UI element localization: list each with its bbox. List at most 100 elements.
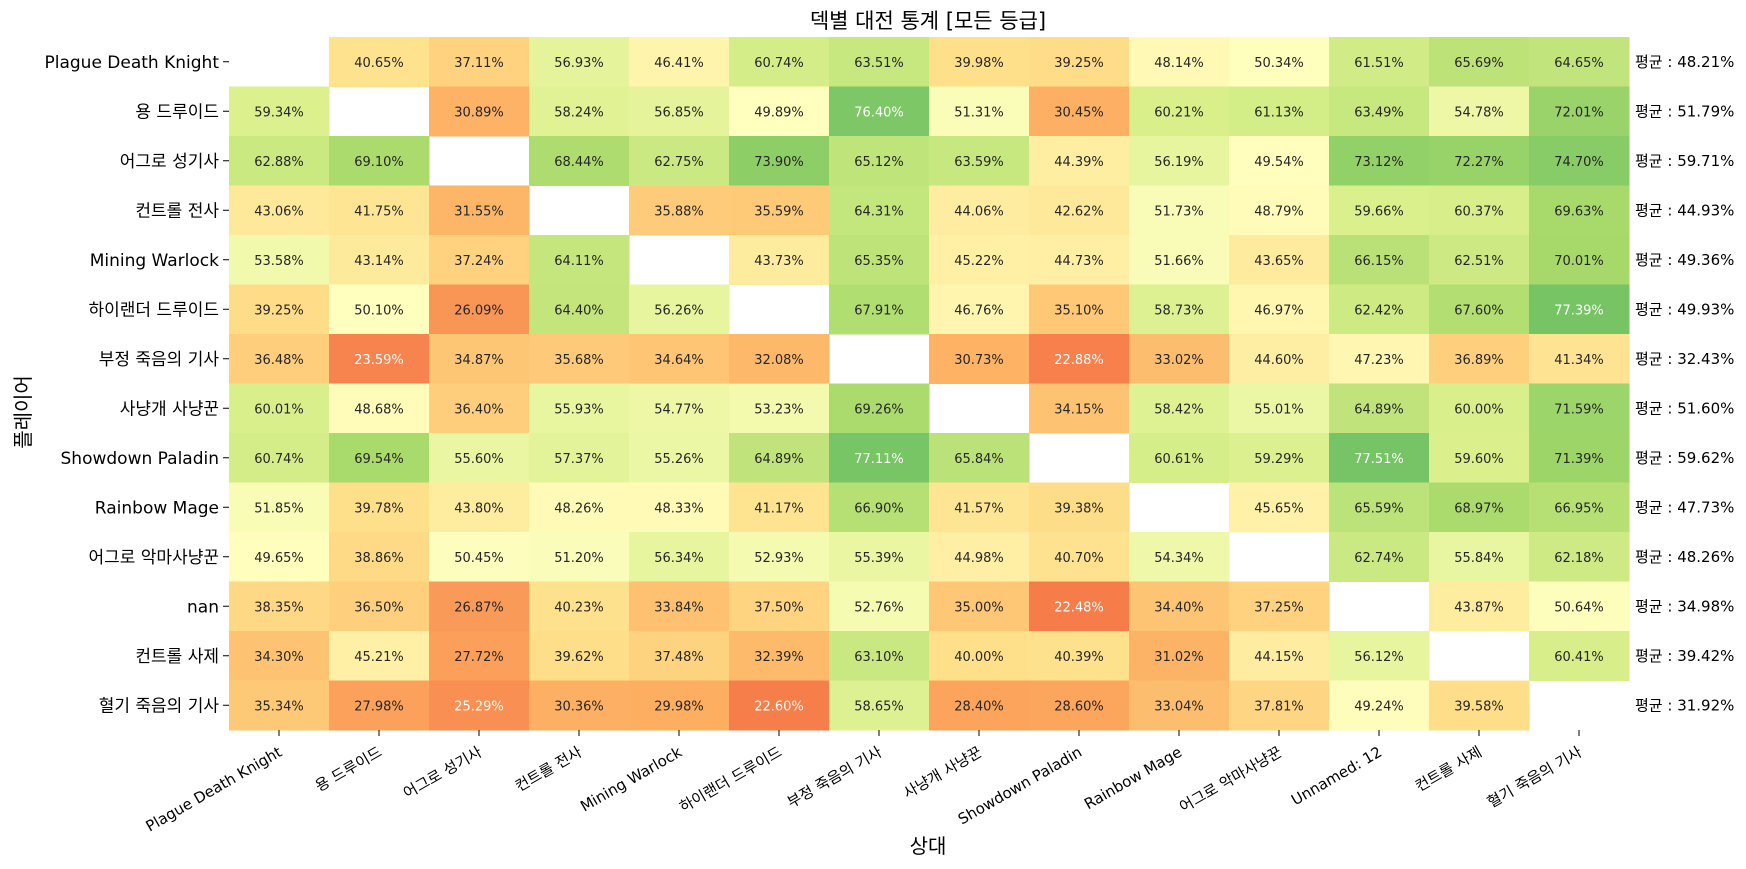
heatmap-cell [829, 185, 930, 236]
cell-value-label: 22.60% [754, 699, 804, 714]
heatmap-cell [1229, 136, 1330, 186]
heatmap-cell [1229, 581, 1330, 632]
heatmap-cell [1329, 86, 1430, 137]
heatmap-cell [1529, 433, 1630, 483]
heatmap-cell [829, 86, 930, 137]
heatmap-cell [629, 680, 730, 731]
cell-value-label: 43.80% [454, 501, 504, 516]
cell-value-label: 37.25% [1254, 600, 1304, 615]
cell-value-label: 74.70% [1554, 155, 1604, 170]
chart-title: 덱별 대전 통계 [모든 등급] [810, 9, 1046, 33]
heatmap-cell [529, 581, 630, 632]
cell-value-label: 62.88% [254, 155, 304, 170]
heatmap-cell [1229, 86, 1330, 137]
heatmap-cell [729, 581, 830, 632]
cell-value-label: 64.11% [554, 254, 604, 269]
heatmap-cell [529, 383, 630, 434]
cell-value-label: 72.01% [1554, 105, 1604, 120]
heatmap-cell [829, 482, 930, 533]
cell-value-label: 66.15% [1354, 254, 1404, 269]
heatmap-cell [929, 86, 1030, 137]
heatmap-cell [529, 631, 630, 681]
cell-value-label: 62.74% [1354, 551, 1404, 566]
heatmap-cell [1529, 37, 1630, 87]
cell-value-label: 59.34% [254, 105, 304, 120]
heatmap-cell [329, 482, 430, 533]
cell-value-label: 63.49% [1354, 105, 1404, 120]
cell-value-label: 60.37% [1454, 204, 1504, 219]
column-tick-label: 어그로 악마사냥꾼 [1176, 743, 1285, 816]
row-tick-label: nan [187, 597, 219, 617]
heatmap-cell [1229, 631, 1330, 681]
cell-value-label: 36.50% [354, 600, 404, 615]
heatmap-cell [629, 284, 730, 335]
cell-value-label: 55.01% [1254, 402, 1304, 417]
heatmap-cell [329, 383, 430, 434]
row-average-label: 평균 : 31.92% [1635, 696, 1734, 714]
cell-value-label: 55.84% [1454, 551, 1504, 566]
heatmap-cell [1129, 631, 1230, 681]
heatmap-cell [1529, 334, 1630, 384]
cell-value-label: 35.68% [554, 353, 604, 368]
heatmap-cell [929, 581, 1030, 632]
heatmap-cell [1329, 235, 1430, 285]
cell-value-label: 59.66% [1354, 204, 1404, 219]
heatmap-cell [1129, 136, 1230, 186]
cell-value-label: 48.79% [1254, 204, 1304, 219]
column-tick-label: 어그로 성기사 [400, 743, 485, 802]
cell-value-label: 51.31% [954, 105, 1004, 120]
heatmap-cell [1029, 482, 1130, 533]
y-axis-title: 플레이어 [11, 375, 35, 449]
heatmap-cell [229, 631, 330, 681]
heatmap-cell [1329, 482, 1430, 533]
cell-value-label: 33.02% [1154, 353, 1204, 368]
cell-value-label: 65.12% [854, 155, 904, 170]
heatmap-cell [229, 284, 330, 335]
heatmap-cell [729, 37, 830, 87]
cell-value-label: 72.27% [1454, 155, 1504, 170]
cell-value-label: 50.64% [1554, 600, 1604, 615]
heatmap-cell [1429, 185, 1530, 236]
heatmap-cell [729, 433, 830, 483]
heatmap-cell [829, 383, 930, 434]
cell-value-label: 39.62% [554, 650, 604, 665]
heatmap-cell [229, 334, 330, 384]
cell-value-label: 36.89% [1454, 353, 1504, 368]
heatmap-cell [329, 185, 430, 236]
cell-value-label: 30.36% [554, 699, 604, 714]
cell-value-label: 49.89% [754, 105, 804, 120]
cell-value-label: 62.42% [1354, 303, 1404, 318]
heatmap-cell [1029, 185, 1130, 236]
heatmap-cell [1529, 284, 1630, 335]
cell-value-label: 30.73% [954, 353, 1004, 368]
heatmap-cell [529, 37, 630, 87]
heatmap-cell [929, 235, 1030, 285]
cell-value-label: 37.48% [654, 650, 704, 665]
heatmap-cell [529, 433, 630, 483]
column-tick-label: 사냥개 사냥꾼 [900, 743, 985, 802]
heatmap-cell [329, 136, 430, 186]
heatmap-cell [629, 185, 730, 236]
cell-value-label: 77.39% [1554, 303, 1604, 318]
cell-value-label: 54.34% [1154, 551, 1204, 566]
cell-value-label: 27.72% [454, 650, 504, 665]
heatmap-cell [1529, 581, 1630, 632]
heatmap-cell [1129, 383, 1230, 434]
heatmap-cell [529, 86, 630, 137]
row-tick-label: 용 드루이드 [135, 102, 219, 122]
cell-value-label: 50.45% [454, 551, 504, 566]
heatmap-cell [1229, 37, 1330, 87]
cell-value-label: 69.10% [354, 155, 404, 170]
cell-value-label: 58.73% [1154, 303, 1204, 318]
cell-value-label: 60.41% [1554, 650, 1604, 665]
heatmap-cell [929, 284, 1030, 335]
heatmap-cell [1529, 136, 1630, 186]
cell-value-label: 40.70% [1054, 551, 1104, 566]
cell-value-label: 45.65% [1254, 501, 1304, 516]
cell-value-label: 45.21% [354, 650, 404, 665]
heatmap-cell [1229, 680, 1330, 731]
row-average-label: 평균 : 48.26% [1635, 548, 1734, 566]
heatmap-cell [929, 433, 1030, 483]
column-labels: Plague Death Knight 용 드루이드 어그로 성기사 컨트롤 전사Mi… [143, 730, 1585, 835]
